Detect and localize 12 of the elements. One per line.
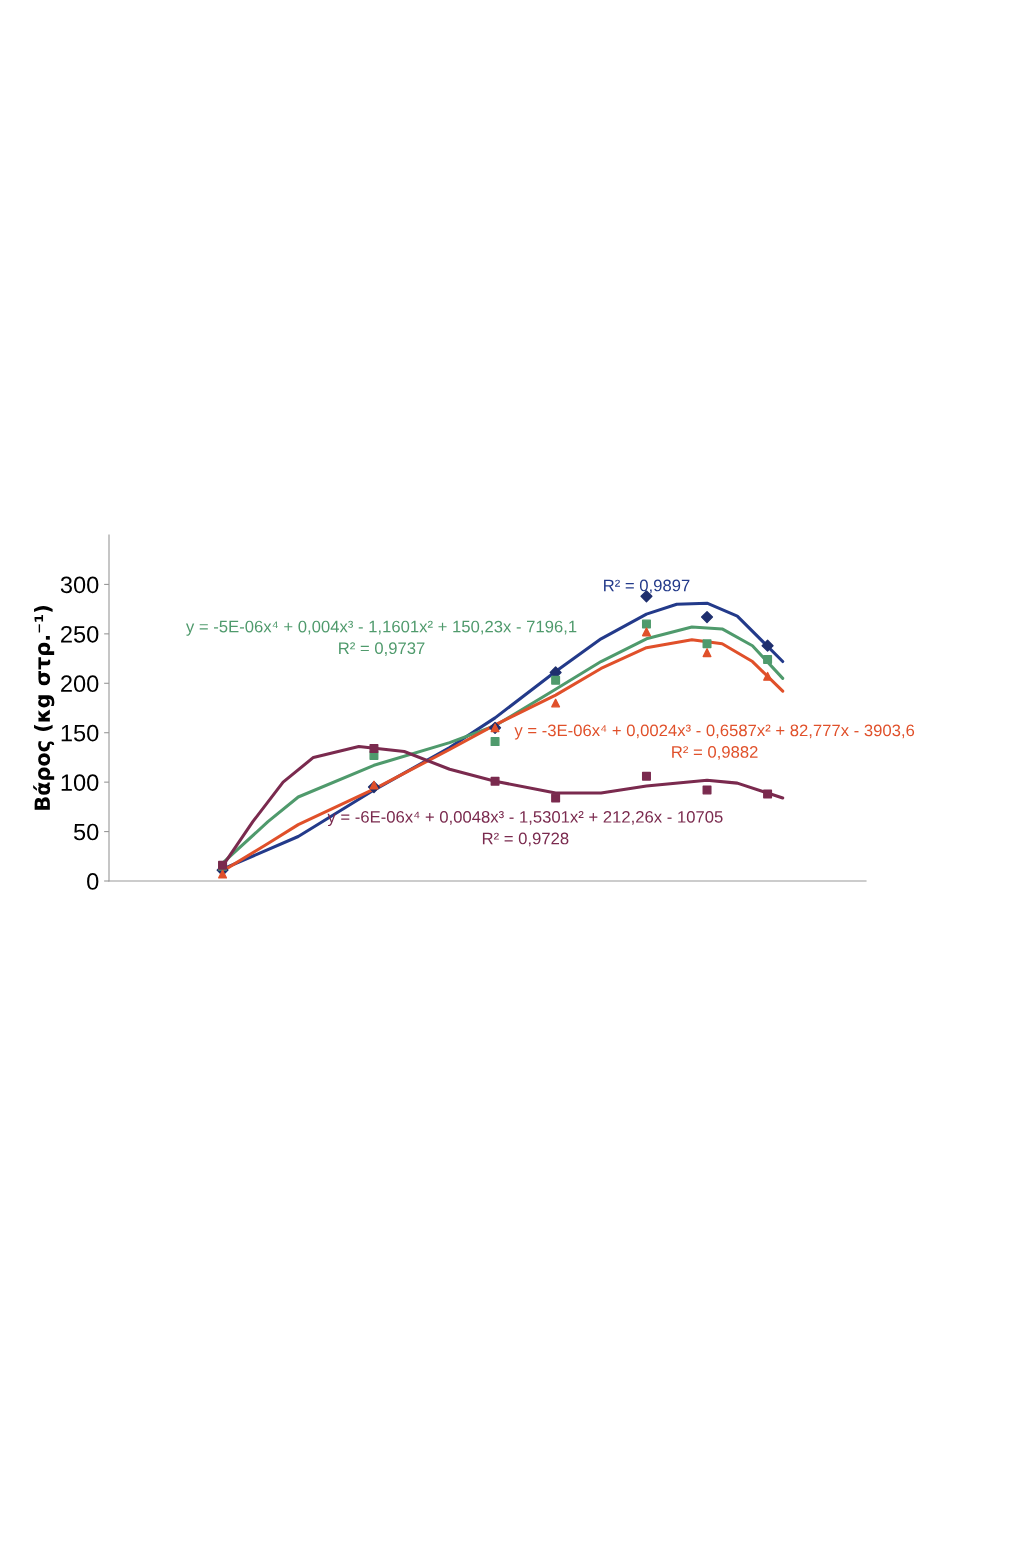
y-tick-label: 50 [73,823,99,841]
y-tick-label: 200 [61,675,99,693]
y-axis-title: Βάρος (κg στρ.⁻¹) [33,606,55,810]
y-tick-label: 250 [61,625,99,643]
y-tick-label: 100 [61,774,99,791]
series-label: y = -3E-06x⁴ + 0,0024x³ - 0,6587x² + 82,777x - 3903,6 R² = 0,9882 [514,724,915,760]
y-tick-label: 0 [87,873,99,890]
y-tick-label: 150 [61,724,99,742]
y-tick-label: 300 [60,576,99,594]
series-label: y = -5E-06x⁴ + 0,004x³ - 1,1601x² + 150,23x - 7196,1 R² = 0,9737 [185,620,577,657]
series-label: y = -6E-06x⁴ + 0,0048x³ - 1,5301x² + 212,26x - 10705 R² = 0,9728 [327,810,723,847]
series-label: R² = 0,9897 [604,579,690,594]
